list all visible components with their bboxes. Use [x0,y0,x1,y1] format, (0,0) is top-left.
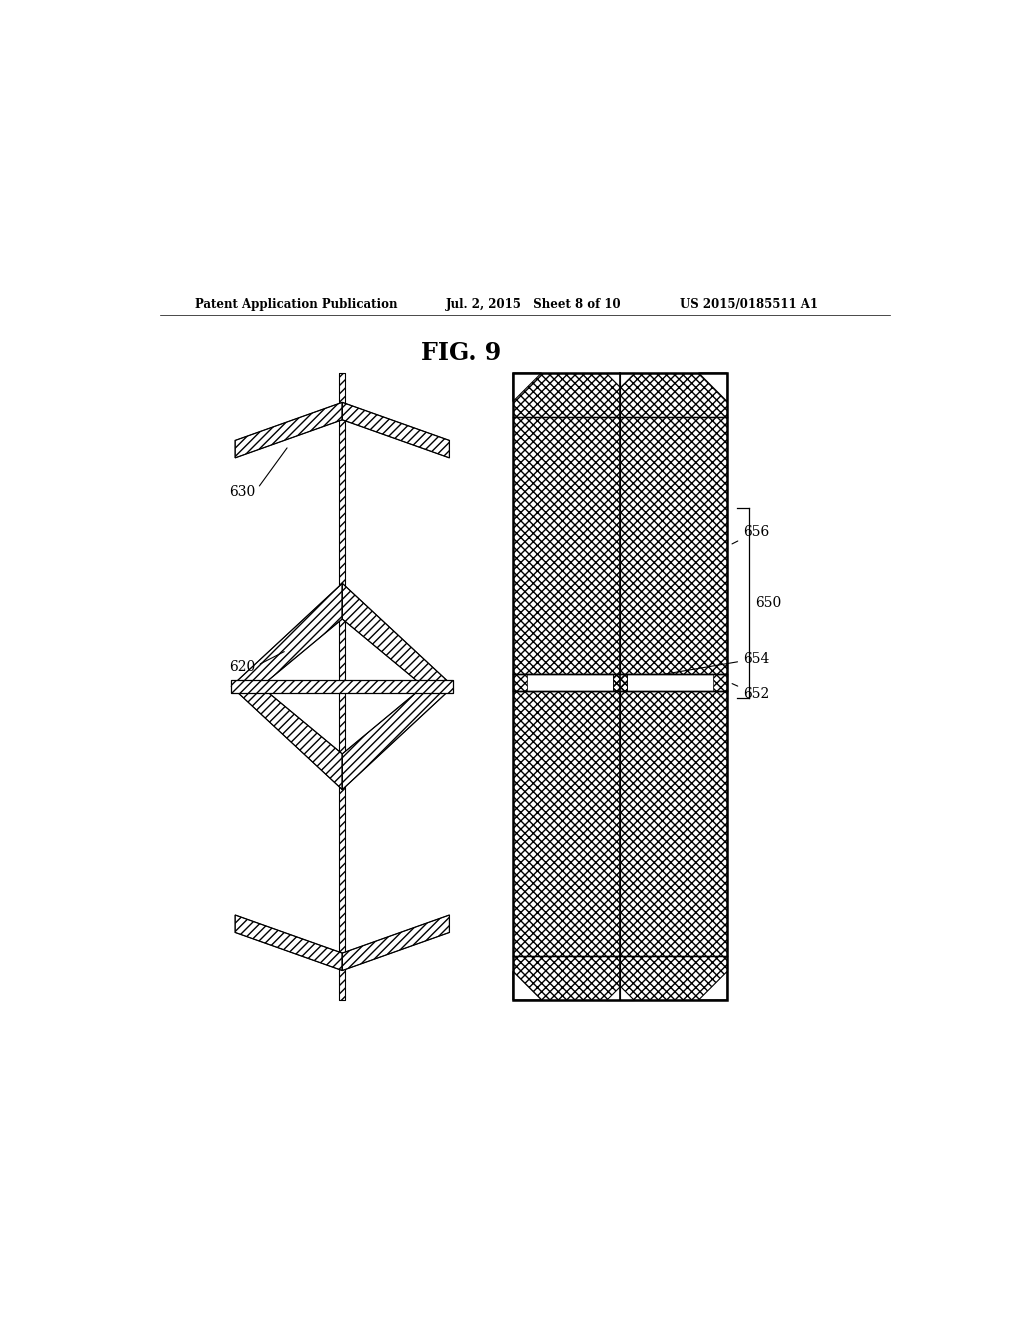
Polygon shape [698,374,727,401]
Bar [513,956,620,1001]
Bar [620,374,727,417]
Bar [513,956,620,1001]
Bar [620,417,727,673]
Bar [620,956,727,1001]
Polygon shape [342,583,454,686]
Bar [713,673,727,692]
Polygon shape [620,374,634,387]
Text: 654: 654 [623,652,769,681]
Polygon shape [236,915,342,970]
Polygon shape [606,374,620,387]
Text: 630: 630 [228,447,287,499]
Polygon shape [231,583,342,686]
Bar [513,692,620,956]
Polygon shape [339,374,345,1001]
Text: 652: 652 [732,684,769,701]
Bar [513,673,727,692]
Polygon shape [236,403,342,458]
Text: Patent Application Publication: Patent Application Publication [196,298,398,312]
Text: Jul. 2, 2015   Sheet 8 of 10: Jul. 2, 2015 Sheet 8 of 10 [445,298,622,312]
Text: 656: 656 [732,524,769,544]
Polygon shape [513,374,542,401]
Bar [620,374,727,417]
Polygon shape [342,403,450,458]
Polygon shape [231,680,454,693]
Polygon shape [620,986,634,1001]
Bar [620,417,727,673]
Polygon shape [698,972,727,1001]
Bar [620,692,727,956]
Bar [513,374,727,1001]
Polygon shape [231,686,342,789]
Bar [613,673,627,692]
Bar [620,956,727,1001]
Polygon shape [606,986,620,1001]
Bar [513,673,527,692]
Text: 650: 650 [755,597,781,610]
Bar [513,417,620,673]
Bar [513,417,620,673]
Text: 620: 620 [228,652,285,673]
Bar [513,374,620,417]
Text: US 2015/0185511 A1: US 2015/0185511 A1 [680,298,817,312]
Text: FIG. 9: FIG. 9 [421,341,502,366]
Polygon shape [342,686,454,789]
Bar [513,374,620,417]
Polygon shape [513,972,542,1001]
Bar [620,692,727,956]
Bar [513,692,620,956]
Bar [613,673,627,692]
Polygon shape [342,915,450,970]
